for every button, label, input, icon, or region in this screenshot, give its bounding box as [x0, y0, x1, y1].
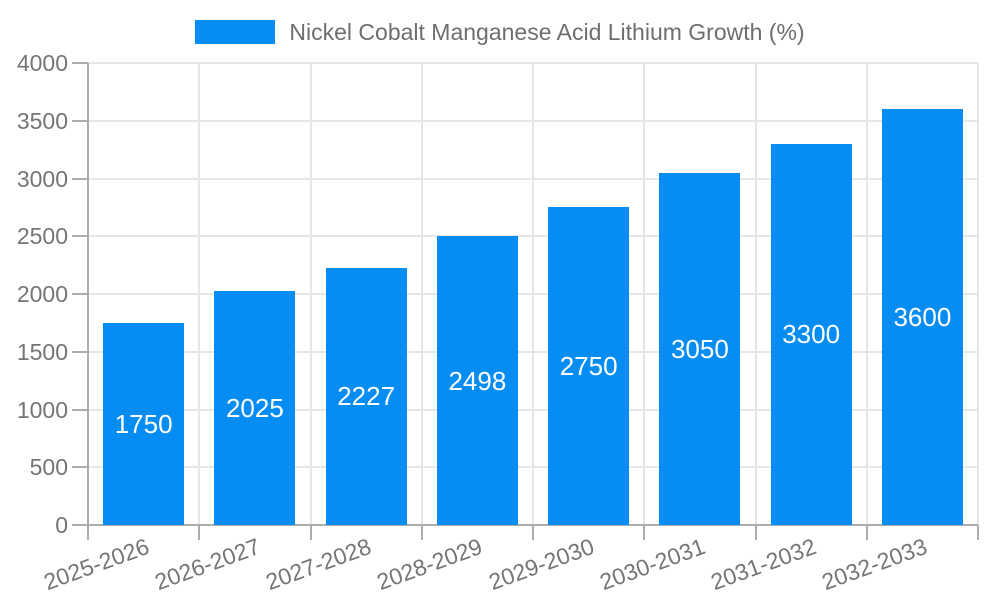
y-tick-label: 2000: [16, 281, 68, 307]
gridline-vertical: [309, 63, 312, 525]
x-axis-line: [88, 524, 978, 526]
x-axis-tick: [643, 525, 646, 540]
legend-swatch: [195, 20, 276, 44]
y-axis-line: [87, 63, 89, 525]
y-tick-label: 3500: [16, 107, 68, 134]
bar-value-label: 3050: [670, 333, 729, 364]
y-tick-label: 500: [29, 454, 68, 481]
bar-value-label: 1750: [114, 408, 173, 439]
bar-value-label: 3300: [782, 319, 841, 350]
y-tick-label: 0: [55, 512, 68, 538]
x-axis-tick: [309, 525, 312, 540]
y-axis-tick: [72, 408, 88, 411]
bar: [548, 207, 630, 525]
x-axis-tick: [977, 525, 979, 540]
bar: [103, 322, 185, 525]
bar-value-label: 3600: [893, 302, 952, 333]
bar-value-label: 2227: [337, 381, 396, 412]
y-axis-tick: [72, 293, 88, 295]
y-axis-tick: [72, 62, 88, 64]
bar: [881, 109, 963, 525]
x-axis-tick: [198, 525, 201, 540]
legend: Nickel Cobalt Manganese Acid Lithium Gro…: [0, 14, 1000, 50]
legend-label: Nickel Cobalt Manganese Acid Lithium Gro…: [289, 18, 805, 45]
gridline-vertical: [420, 63, 423, 525]
bar: [436, 236, 518, 525]
y-tick-label: 1000: [16, 396, 68, 423]
bar: [214, 291, 296, 525]
y-axis-tick: [72, 524, 88, 526]
x-axis-tick: [420, 525, 423, 540]
y-tick-label: 4000: [16, 50, 68, 76]
bar-value-label: 2750: [559, 351, 618, 382]
y-tick-label: 2500: [16, 223, 68, 250]
bar-value-label: 2498: [448, 365, 507, 396]
y-axis-tick: [72, 119, 88, 122]
gridline-vertical: [865, 63, 868, 525]
y-tick-label: 1500: [16, 338, 68, 365]
x-axis-tick: [532, 525, 534, 540]
y-tick-label: 3000: [16, 165, 68, 192]
bar: [770, 143, 852, 525]
y-axis-tick: [72, 177, 88, 180]
y-axis-tick: [72, 350, 88, 353]
x-axis-tick: [865, 525, 868, 540]
gridline-vertical: [532, 63, 534, 525]
y-axis-tick: [72, 466, 88, 469]
x-axis-tick: [754, 525, 757, 540]
gridline-vertical: [977, 63, 979, 525]
y-axis-tick: [72, 235, 88, 238]
x-axis-tick: [87, 525, 89, 540]
gridline-vertical: [643, 63, 646, 525]
bar-value-label: 2025: [225, 393, 284, 424]
bar: [659, 172, 741, 525]
bar: [325, 267, 407, 525]
gridline-vertical: [754, 63, 757, 525]
gridline-vertical: [198, 63, 201, 525]
